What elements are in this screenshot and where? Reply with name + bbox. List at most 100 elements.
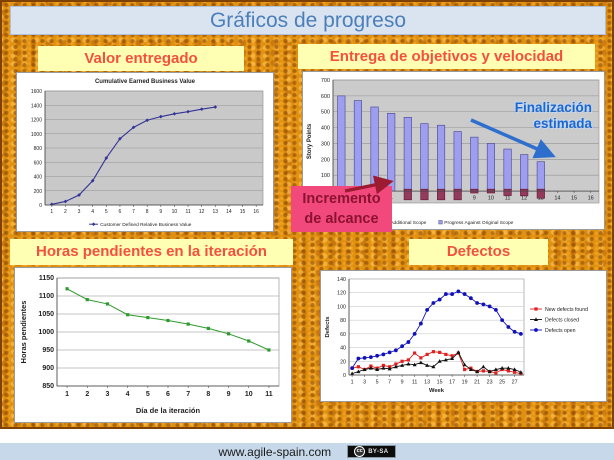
svg-text:7: 7 [132, 209, 135, 215]
footer-url-link[interactable]: www.agile-spain.com [218, 444, 332, 459]
svg-text:10: 10 [488, 196, 494, 202]
svg-text:Defects: Defects [325, 317, 331, 338]
chart-entrega-objetivos: Finalización estimada 010020030040050060… [302, 71, 605, 230]
svg-text:13: 13 [213, 209, 219, 215]
svg-text:3: 3 [106, 391, 110, 398]
svg-text:12: 12 [199, 209, 205, 215]
svg-text:27: 27 [512, 379, 518, 385]
svg-text:11: 11 [265, 391, 273, 398]
svg-text:850: 850 [42, 383, 54, 390]
svg-text:Defects open: Defects open [545, 328, 576, 334]
svg-text:3: 3 [78, 209, 81, 215]
svg-text:10: 10 [245, 391, 253, 398]
svg-text:15: 15 [437, 379, 443, 385]
svg-text:3: 3 [363, 379, 366, 385]
chart-horas-pendientes: 850 900 950 1000 1050 1100 1150 1 2 3 4 5 6 7 8 9 10 11 Ho… [14, 267, 292, 423]
svg-text:400: 400 [321, 126, 330, 132]
svg-text:600: 600 [321, 94, 330, 100]
svg-text:9: 9 [227, 391, 231, 398]
svg-text:500: 500 [321, 110, 330, 116]
svg-text:40: 40 [340, 346, 346, 352]
svg-text:300: 300 [321, 141, 330, 147]
svg-text:6: 6 [119, 209, 122, 215]
estimated-finish-line2: estimada [533, 116, 592, 131]
svg-text:700: 700 [321, 78, 330, 84]
svg-text:14: 14 [554, 196, 560, 202]
svg-text:Story Points: Story Points [307, 123, 313, 159]
svg-text:600: 600 [34, 160, 43, 166]
svg-text:4: 4 [126, 391, 130, 398]
svg-text:Defects closed: Defects closed [545, 318, 579, 324]
svg-text:9: 9 [473, 196, 476, 202]
svg-text:Additional Scope: Additional Scope [390, 220, 426, 226]
chart-defectos: 0 20 40 60 80 100 120 140 1 3 5 7 9 11 13 15 17 19 21 23 25 2… [320, 270, 607, 402]
svg-text:5: 5 [105, 209, 108, 215]
svg-text:950: 950 [42, 347, 54, 354]
cc-license-label: BY-SA [368, 448, 389, 455]
svg-text:Week: Week [429, 388, 445, 394]
svg-text:140: 140 [337, 277, 346, 283]
svg-text:23: 23 [487, 379, 493, 385]
svg-text:1400: 1400 [31, 103, 42, 109]
panel-label-valor-entregado: Valor entregado [38, 46, 244, 71]
svg-text:1: 1 [50, 209, 53, 215]
svg-text:0: 0 [39, 203, 42, 209]
svg-text:8: 8 [146, 209, 149, 215]
svg-text:19: 19 [462, 379, 468, 385]
slide-background: Gráficos de progreso Valor entregado Cum… [0, 0, 614, 429]
svg-text:120: 120 [337, 291, 346, 297]
svg-text:1100: 1100 [39, 293, 54, 300]
svg-text:1000: 1000 [38, 329, 54, 336]
panel-label-defectos: Defectos [409, 239, 548, 265]
page-title: Gráficos de progreso [10, 6, 606, 35]
footer: www.agile-spain.com cc BY-SA [0, 443, 614, 460]
svg-text:Progress Against Original Scop: Progress Against Original Scope [444, 220, 513, 226]
svg-text:25: 25 [499, 379, 505, 385]
svg-text:2: 2 [64, 209, 67, 215]
panel-label-entrega-objetivos: Entrega de objetivos y velocidad [298, 44, 595, 69]
svg-text:800: 800 [34, 146, 43, 152]
svg-text:1: 1 [65, 391, 69, 398]
svg-text:5: 5 [376, 379, 379, 385]
svg-text:1: 1 [351, 379, 354, 385]
svg-text:200: 200 [321, 157, 330, 163]
svg-text:16: 16 [253, 209, 259, 215]
svg-text:16: 16 [588, 196, 594, 202]
svg-text:1600: 1600 [31, 89, 42, 95]
svg-text:Customer Defined Relative Busi: Customer Defined Relative Business Value [100, 222, 192, 228]
svg-text:7: 7 [388, 379, 391, 385]
svg-text:9: 9 [159, 209, 162, 215]
svg-text:15: 15 [240, 209, 246, 215]
svg-text:1150: 1150 [39, 275, 54, 282]
svg-text:17: 17 [449, 379, 455, 385]
svg-text:100: 100 [337, 304, 346, 310]
estimated-finish-annotation: Finalización estimada [515, 100, 592, 132]
svg-text:6: 6 [166, 391, 170, 398]
chart-valor-entregado: Cumulative Earned Business Value 0 200 400 6… [16, 72, 274, 232]
scope-increase-line1: Incremento [302, 191, 381, 207]
svg-text:400: 400 [34, 175, 43, 181]
svg-text:8: 8 [206, 391, 210, 398]
svg-text:12: 12 [521, 196, 527, 202]
svg-text:20: 20 [340, 359, 346, 365]
svg-text:11: 11 [412, 379, 418, 385]
svg-text:13: 13 [538, 196, 544, 202]
svg-text:1000: 1000 [31, 132, 42, 138]
svg-text:11: 11 [185, 209, 190, 215]
svg-text:5: 5 [146, 391, 150, 398]
svg-text:4: 4 [91, 209, 94, 215]
svg-text:21: 21 [474, 379, 480, 385]
svg-text:2: 2 [85, 391, 89, 398]
svg-text:9: 9 [401, 379, 404, 385]
svg-text:11: 11 [505, 196, 511, 202]
svg-text:New defects found: New defects found [545, 307, 588, 313]
svg-text:200: 200 [34, 189, 43, 195]
svg-text:13: 13 [424, 379, 430, 385]
svg-text:0: 0 [343, 373, 346, 379]
svg-text:Día de la iteración: Día de la iteración [136, 406, 201, 415]
svg-text:1050: 1050 [38, 311, 54, 318]
panel-label-horas-pendientes: Horas pendientes en la iteración [10, 239, 293, 265]
estimated-finish-line1: Finalización [514, 100, 592, 115]
cc-license-badge[interactable]: cc BY-SA [347, 445, 396, 458]
svg-text:80: 80 [340, 318, 346, 324]
